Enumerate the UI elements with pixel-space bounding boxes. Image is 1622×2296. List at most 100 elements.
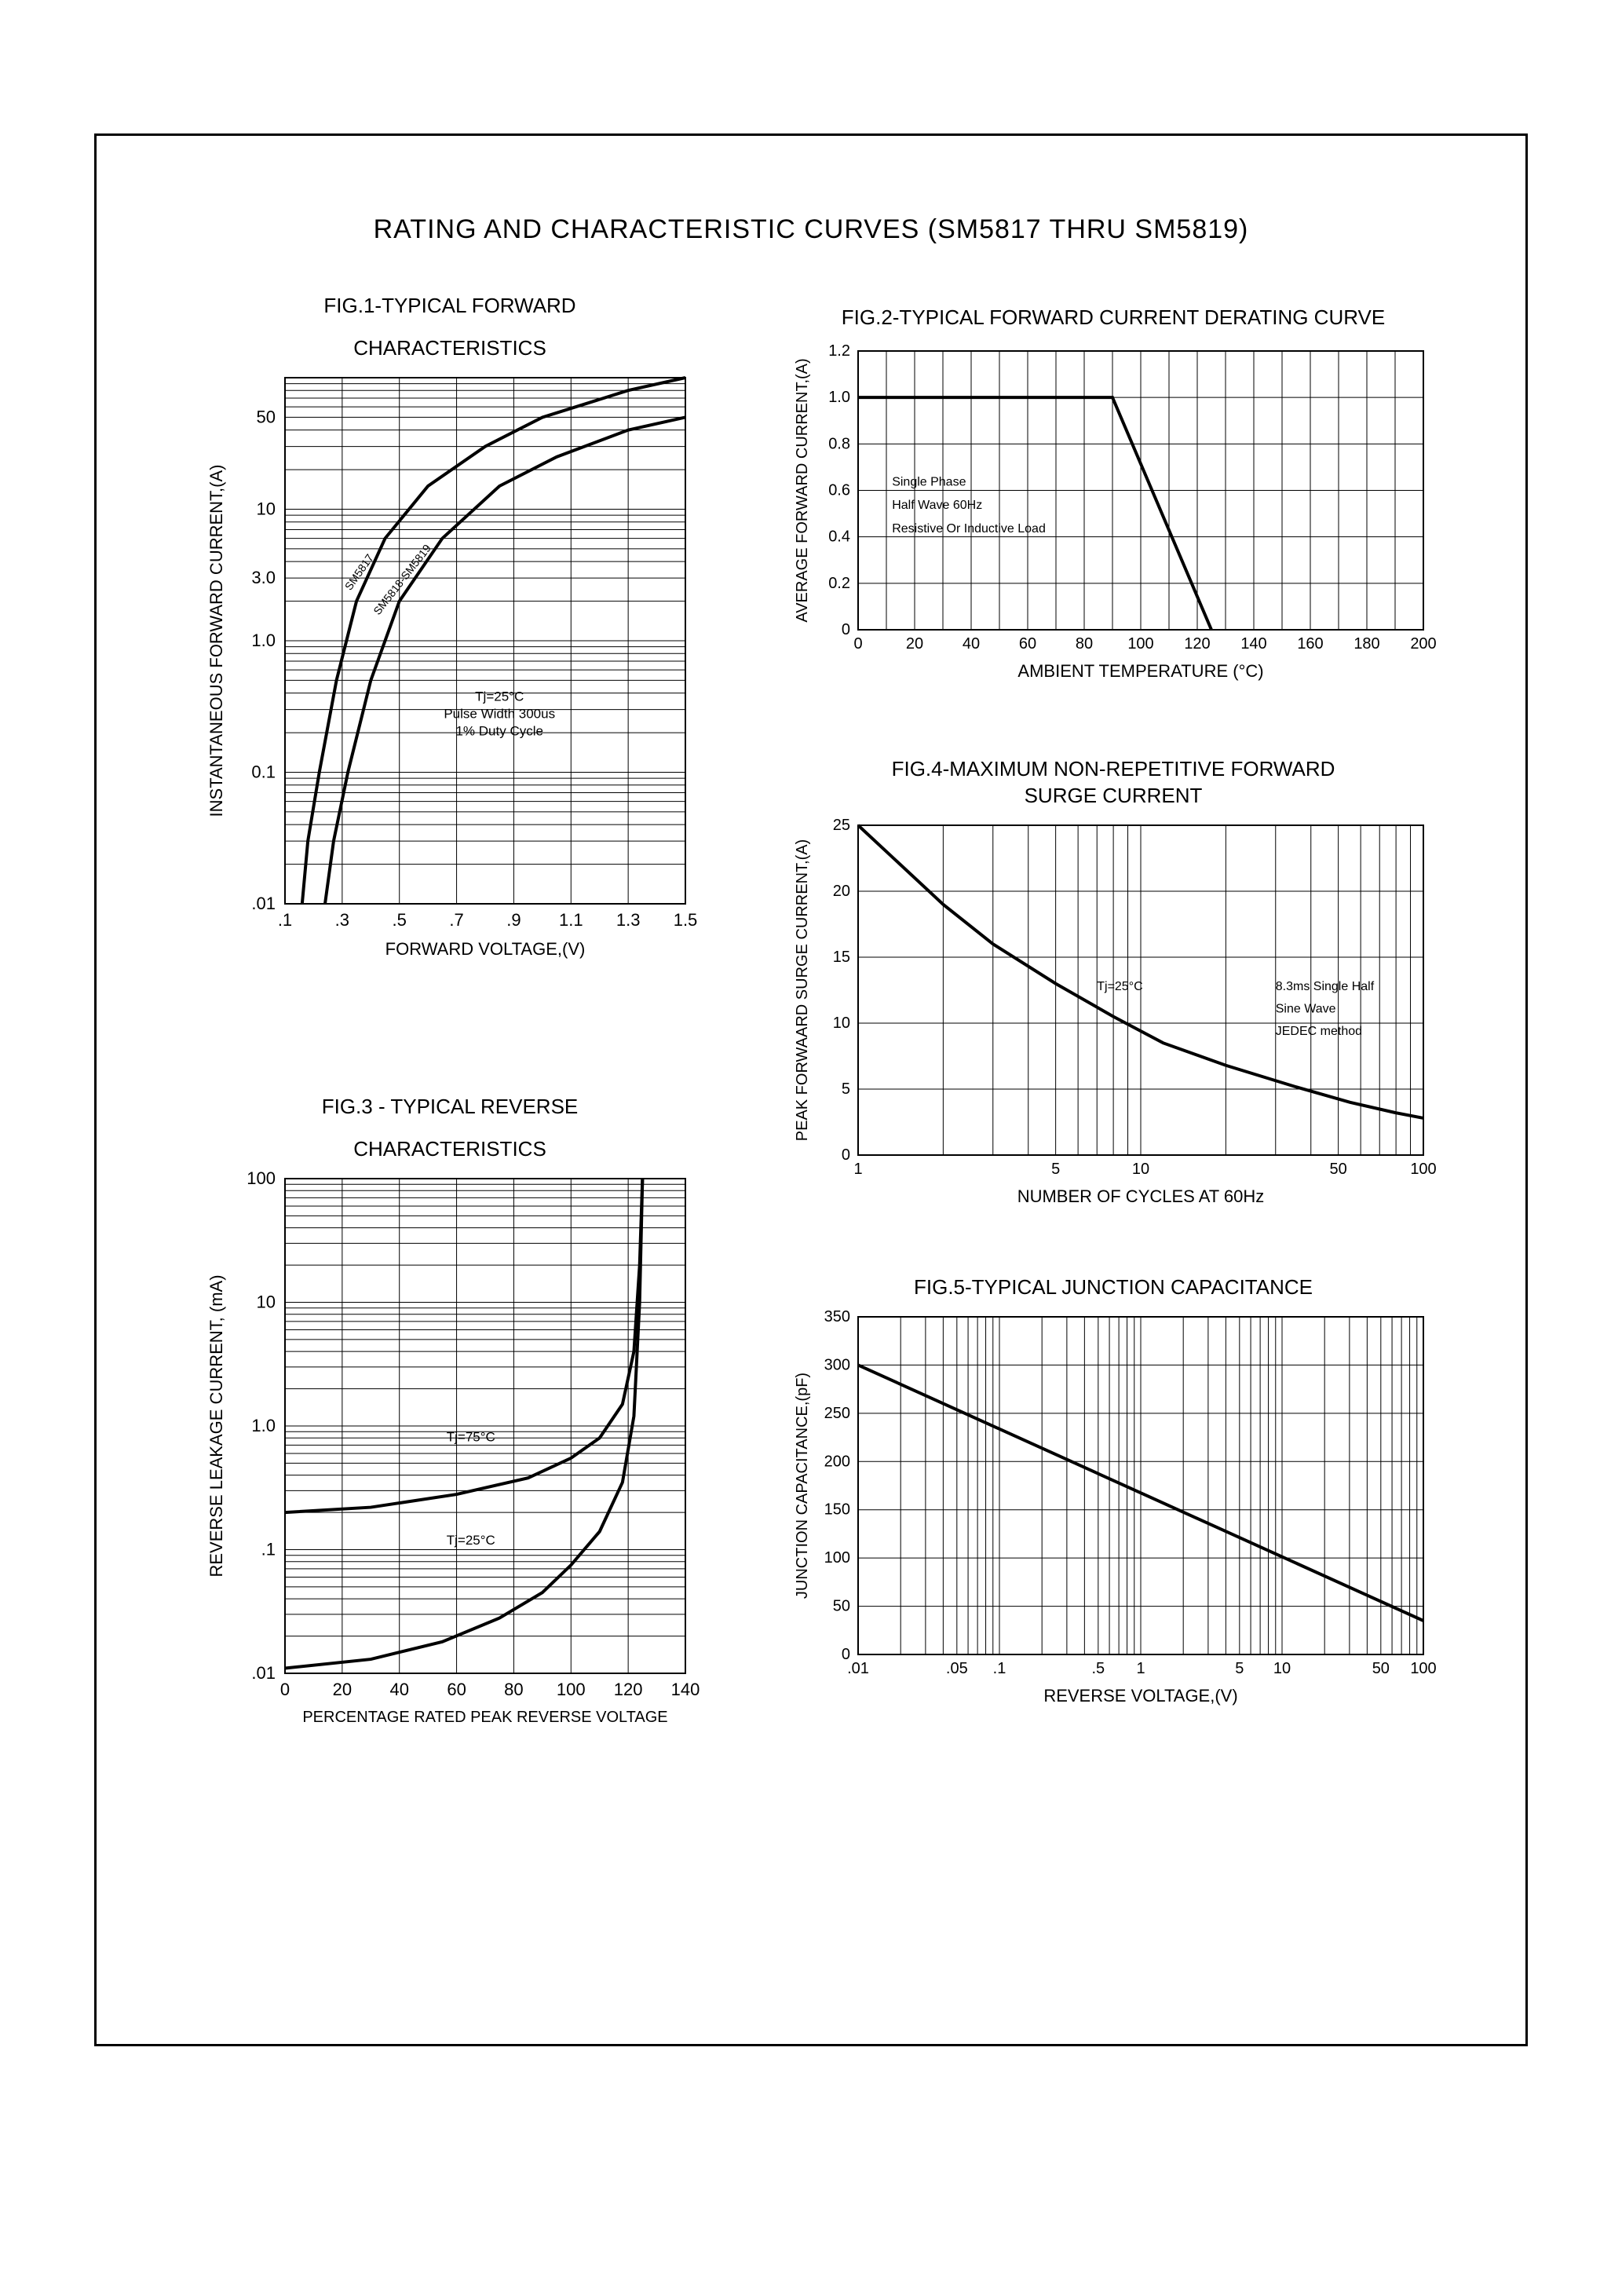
svg-text:20: 20 xyxy=(333,1680,352,1699)
svg-text:100: 100 xyxy=(247,1168,276,1188)
svg-text:.1: .1 xyxy=(993,1660,1006,1677)
svg-text:3.0: 3.0 xyxy=(251,568,276,587)
svg-text:.1: .1 xyxy=(261,1539,276,1559)
fig4-title-line2: SURGE CURRENT xyxy=(780,783,1447,810)
svg-text:Resistive Or Inductive Load: Resistive Or Inductive Load xyxy=(892,522,1046,536)
svg-text:140: 140 xyxy=(671,1680,700,1699)
svg-text:50: 50 xyxy=(257,407,276,426)
fig3-title-line2: CHARACTERISTICS xyxy=(199,1136,701,1163)
svg-text:PEAK FORWAARD SURGE CURRENT,(A: PEAK FORWAARD SURGE CURRENT,(A) xyxy=(794,839,811,1140)
svg-text:250: 250 xyxy=(824,1405,850,1422)
svg-text:.3: .3 xyxy=(335,910,349,930)
svg-text:120: 120 xyxy=(614,1680,643,1699)
svg-text:.5: .5 xyxy=(1091,1660,1105,1677)
svg-text:.01: .01 xyxy=(251,894,276,913)
fig1-svg: .1.3.5.7.91.11.31.5.010.11.03.01050SM581… xyxy=(199,362,701,990)
svg-text:.1: .1 xyxy=(278,910,292,930)
svg-text:Single Phase: Single Phase xyxy=(892,475,966,488)
svg-text:.9: .9 xyxy=(506,910,521,930)
svg-text:Tj=25°C: Tj=25°C xyxy=(475,689,524,704)
svg-text:1: 1 xyxy=(853,1161,862,1178)
svg-text:20: 20 xyxy=(833,883,850,900)
svg-text:REVERSE LEAKAGE CURRENT, (mA): REVERSE LEAKAGE CURRENT, (mA) xyxy=(206,1274,226,1577)
svg-text:1.5: 1.5 xyxy=(674,910,698,930)
svg-text:0: 0 xyxy=(842,621,850,638)
svg-text:180: 180 xyxy=(1353,635,1379,653)
svg-text:100: 100 xyxy=(1410,1161,1436,1178)
svg-text:JUNCTION CAPACITANCE,(pF): JUNCTION CAPACITANCE,(pF) xyxy=(794,1373,811,1599)
svg-text:80: 80 xyxy=(1076,635,1093,653)
svg-text:REVERSE VOLTAGE,(V): REVERSE VOLTAGE,(V) xyxy=(1043,1686,1237,1706)
svg-text:Tj=25°C: Tj=25°C xyxy=(1097,980,1142,993)
svg-text:Pulse Width 300us: Pulse Width 300us xyxy=(444,706,555,721)
svg-text:200: 200 xyxy=(1410,635,1436,653)
svg-text:1.2: 1.2 xyxy=(828,342,850,360)
svg-text:300: 300 xyxy=(824,1356,850,1373)
svg-text:350: 350 xyxy=(824,1308,850,1325)
outer-frame: RATING AND CHARACTERISTIC CURVES (SM5817… xyxy=(94,133,1528,2046)
svg-text:1: 1 xyxy=(1136,1660,1145,1677)
svg-text:FORWARD VOLTAGE,(V): FORWARD VOLTAGE,(V) xyxy=(385,939,586,959)
svg-text:100: 100 xyxy=(557,1680,586,1699)
fig3-svg: 020406080100120140.01.11.010100Tj=75°CTj… xyxy=(199,1163,701,1760)
svg-text:100: 100 xyxy=(1127,635,1153,653)
svg-text:0: 0 xyxy=(853,635,862,653)
fig1-title-line2: CHARACTERISTICS xyxy=(199,335,701,362)
fig1-forward-characteristics: FIG.1-TYPICAL FORWARD CHARACTERISTICS .1… xyxy=(199,293,701,990)
svg-text:.05: .05 xyxy=(946,1660,968,1677)
svg-text:0.6: 0.6 xyxy=(828,481,850,499)
svg-text:.5: .5 xyxy=(393,910,407,930)
svg-text:INSTANTANEOUS FORWARD CURRENT,: INSTANTANEOUS FORWARD CURRENT,(A) xyxy=(206,464,226,817)
svg-text:.01: .01 xyxy=(251,1663,276,1683)
svg-text:20: 20 xyxy=(906,635,923,653)
fig3-title-line1: FIG.3 - TYPICAL REVERSE xyxy=(199,1094,701,1121)
svg-text:60: 60 xyxy=(447,1680,466,1699)
svg-text:150: 150 xyxy=(824,1501,850,1519)
svg-text:1% Duty Cycle: 1% Duty Cycle xyxy=(455,723,542,738)
fig1-title-line1: FIG.1-TYPICAL FORWARD xyxy=(199,293,701,320)
svg-text:80: 80 xyxy=(504,1680,523,1699)
svg-text:1.0: 1.0 xyxy=(828,389,850,406)
page-title: RATING AND CHARACTERISTIC CURVES (SM5817… xyxy=(97,214,1525,245)
svg-text:Tj=75°C: Tj=75°C xyxy=(447,1429,495,1444)
svg-text:100: 100 xyxy=(1410,1660,1436,1677)
svg-text:AVERAGE FORWARD CURRENT,(A): AVERAGE FORWARD CURRENT,(A) xyxy=(794,358,811,622)
svg-text:PERCENTAGE RATED PEAK REVERSE: PERCENTAGE RATED PEAK REVERSE VOLTAGE xyxy=(302,1709,667,1726)
svg-text:0: 0 xyxy=(842,1646,850,1663)
svg-text:40: 40 xyxy=(963,635,980,653)
svg-text:0.2: 0.2 xyxy=(828,575,850,592)
svg-text:0.4: 0.4 xyxy=(828,528,850,545)
fig5-svg: .01.05.1.5151050100050100150200250300350… xyxy=(780,1301,1447,1741)
fig5-title: FIG.5-TYPICAL JUNCTION CAPACITANCE xyxy=(780,1274,1447,1301)
svg-text:SM5818-SM5819: SM5818-SM5819 xyxy=(371,542,433,617)
svg-text:0.1: 0.1 xyxy=(251,762,276,781)
svg-text:5: 5 xyxy=(1235,1660,1244,1677)
svg-text:JEDEC method: JEDEC method xyxy=(1276,1025,1362,1038)
svg-text:AMBIENT TEMPERATURE (°C): AMBIENT TEMPERATURE (°C) xyxy=(1017,661,1263,681)
svg-text:.7: .7 xyxy=(449,910,463,930)
svg-text:60: 60 xyxy=(1019,635,1036,653)
fig4-svg: 1510501000510152025Tj=25°C8.3ms Single H… xyxy=(780,810,1447,1241)
svg-text:10: 10 xyxy=(257,1292,276,1311)
svg-text:Sine Wave: Sine Wave xyxy=(1276,1002,1336,1015)
svg-text:1.3: 1.3 xyxy=(616,910,641,930)
svg-text:10: 10 xyxy=(833,1015,850,1032)
svg-text:160: 160 xyxy=(1297,635,1323,653)
svg-text:40: 40 xyxy=(389,1680,408,1699)
svg-text:10: 10 xyxy=(257,499,276,518)
svg-text:Tj=25°C: Tj=25°C xyxy=(447,1533,495,1548)
fig3-reverse-characteristics: FIG.3 - TYPICAL REVERSE CHARACTERISTICS … xyxy=(199,1094,701,1760)
fig5-junction-capacitance: FIG.5-TYPICAL JUNCTION CAPACITANCE .01.0… xyxy=(780,1274,1447,1741)
svg-text:140: 140 xyxy=(1240,635,1266,653)
svg-text:200: 200 xyxy=(824,1453,850,1470)
svg-text:120: 120 xyxy=(1184,635,1210,653)
svg-text:1.0: 1.0 xyxy=(251,631,276,650)
svg-text:50: 50 xyxy=(1330,1161,1347,1178)
svg-text:1.0: 1.0 xyxy=(251,1416,276,1435)
fig2-svg: 02040608010012014016018020000.20.40.60.8… xyxy=(780,331,1447,708)
svg-text:50: 50 xyxy=(833,1597,850,1614)
svg-text:50: 50 xyxy=(1372,1660,1390,1677)
svg-text:8.3ms Single Half: 8.3ms Single Half xyxy=(1276,980,1375,993)
page: RATING AND CHARACTERISTIC CURVES (SM5817… xyxy=(0,0,1622,2296)
svg-text:10: 10 xyxy=(1132,1161,1149,1178)
